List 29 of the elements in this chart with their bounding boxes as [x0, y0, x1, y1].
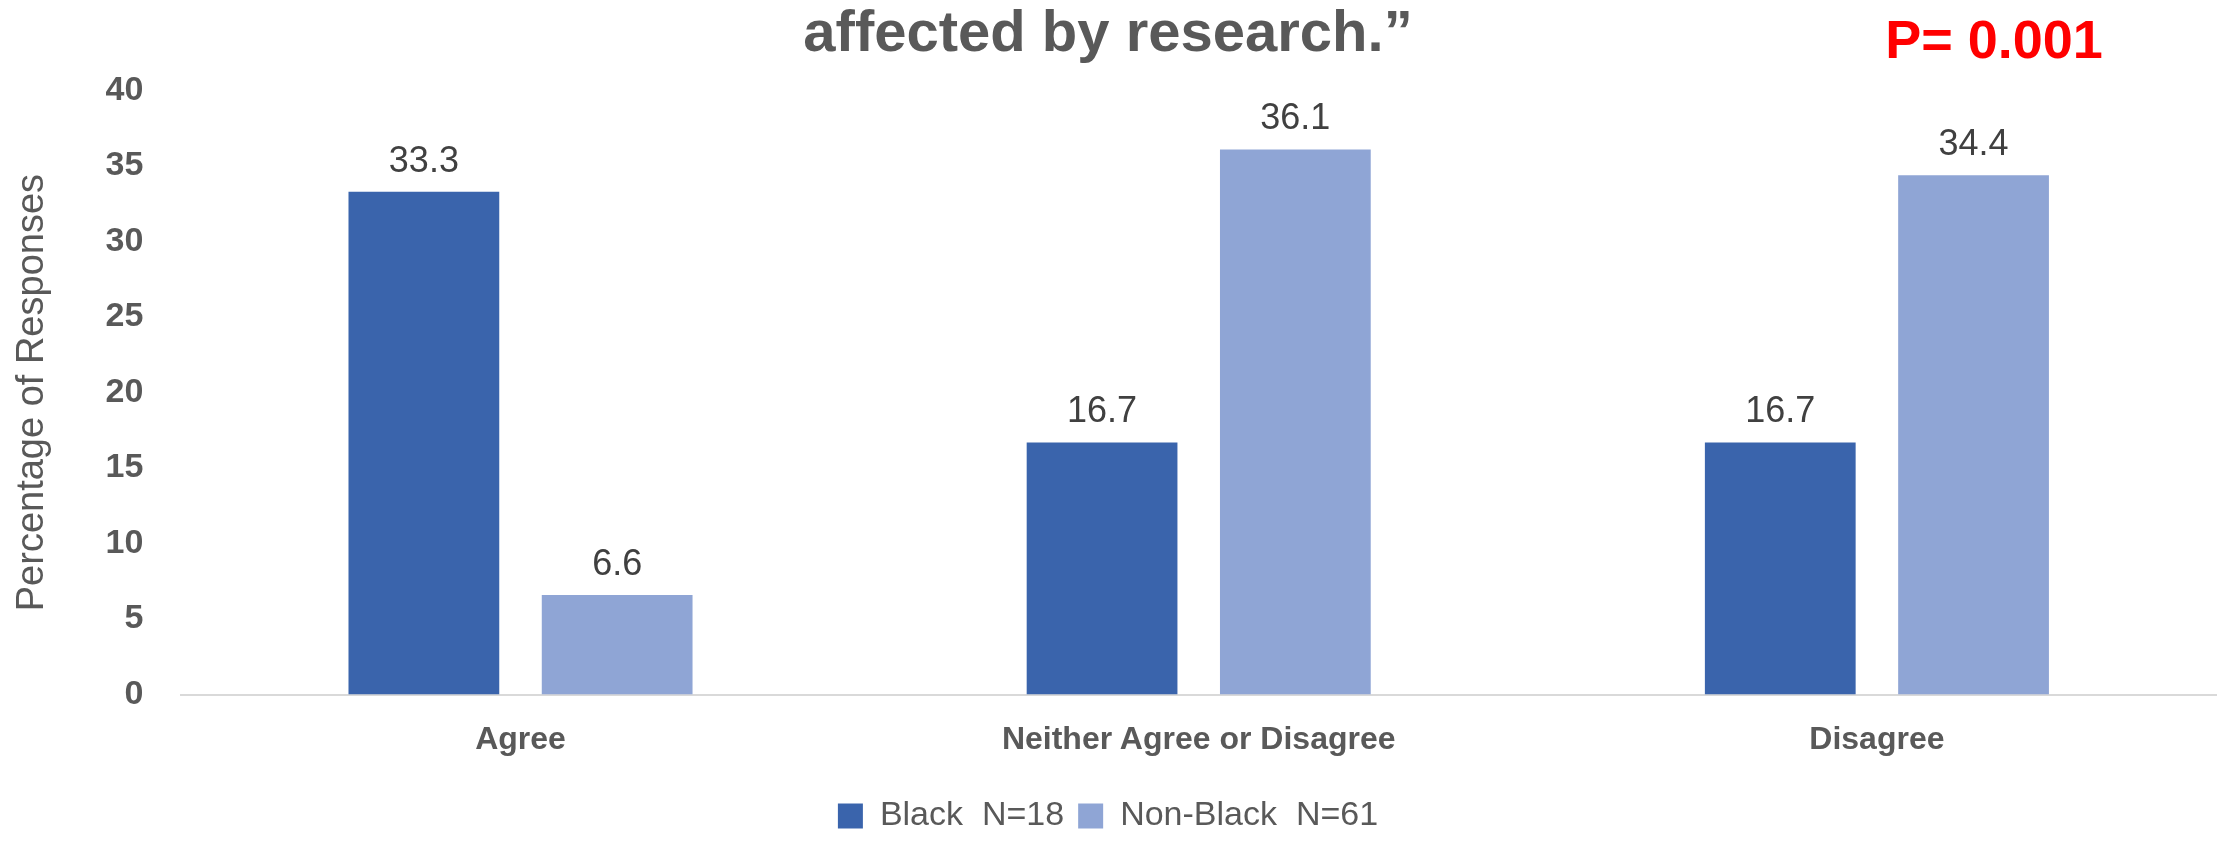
data-label: 16.7	[1067, 389, 1138, 431]
legend-label: Black N=18	[879, 794, 1065, 833]
y-axis-title: Percentage of Responses	[9, 173, 52, 612]
bar	[348, 191, 500, 695]
y-tick-label: 30	[105, 219, 144, 258]
data-label: 34.4	[1938, 122, 2009, 164]
x-tick-label: Neither Agree or Disagree	[1001, 719, 1396, 756]
y-tick-label: 40	[105, 68, 144, 107]
y-tick-label: 15	[105, 446, 144, 485]
x-tick-label: Disagree	[1809, 719, 1945, 756]
legend-label: Non-Black N=61	[1120, 794, 1379, 833]
chart-title: affected by research.”	[803, 0, 1413, 63]
bar	[1219, 149, 1371, 695]
data-label: 16.7	[1745, 389, 1816, 431]
x-tick-label: Agree	[475, 719, 566, 756]
y-tick-label: 25	[105, 295, 144, 334]
y-tick-label: 20	[105, 370, 144, 409]
y-tick-label: 5	[124, 597, 144, 636]
data-label: 6.6	[592, 541, 643, 583]
y-tick-label: 0	[124, 672, 144, 711]
bar	[1026, 442, 1178, 695]
data-label: 33.3	[388, 138, 459, 180]
bar	[541, 594, 693, 695]
text: P= 0.001	[1885, 9, 2103, 69]
y-tick-label: 35	[105, 144, 144, 183]
bar	[1704, 442, 1856, 695]
y-tick-label: 10	[105, 521, 144, 560]
data-label: 36.1	[1260, 96, 1331, 138]
bar	[1898, 175, 2049, 695]
